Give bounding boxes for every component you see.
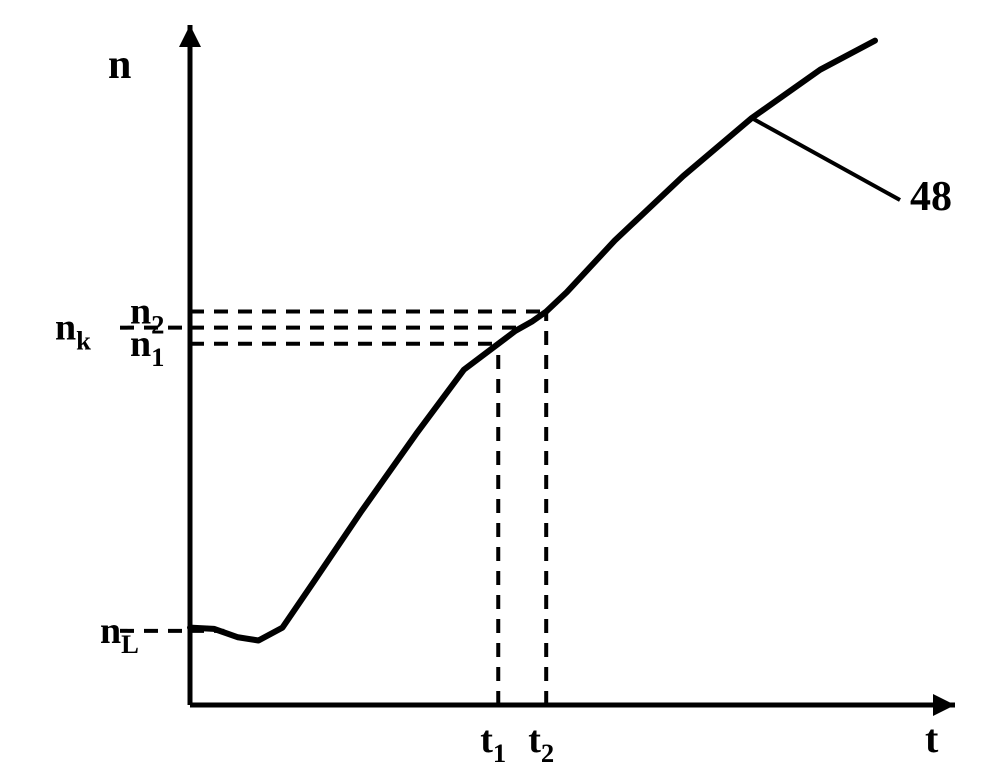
x-axis-label: t: [925, 716, 939, 761]
n-vs-t-chart: 48ntnLn1nkn2t1t2: [0, 0, 1000, 774]
y-axis-label: n: [108, 42, 131, 88]
chart-svg: 48ntnLn1nkn2t1t2: [0, 0, 1000, 774]
curve-label-48: 48: [910, 174, 952, 220]
